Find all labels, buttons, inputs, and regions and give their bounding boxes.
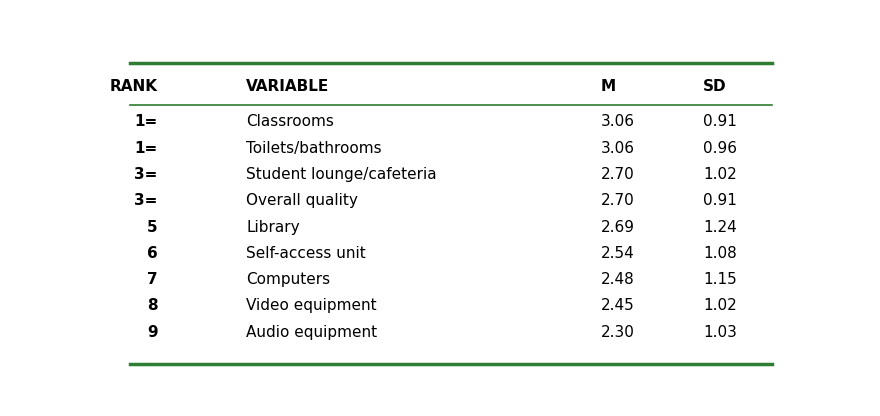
Text: 7: 7 (147, 272, 158, 287)
Text: 1=: 1= (135, 114, 158, 129)
Text: M: M (601, 79, 616, 94)
Text: 5: 5 (147, 220, 158, 235)
Text: 1.08: 1.08 (703, 246, 737, 261)
Text: Self-access unit: Self-access unit (246, 246, 366, 261)
Text: 2.70: 2.70 (601, 167, 634, 182)
Text: 2.70: 2.70 (601, 193, 634, 208)
Text: 3.06: 3.06 (601, 114, 635, 129)
Text: Video equipment: Video equipment (246, 298, 377, 313)
Text: SD: SD (703, 79, 727, 94)
Text: 1.03: 1.03 (703, 324, 737, 339)
Text: 0.91: 0.91 (703, 114, 737, 129)
Text: 6: 6 (147, 246, 158, 261)
Text: Overall quality: Overall quality (246, 193, 358, 208)
Text: 2.30: 2.30 (601, 324, 634, 339)
Text: 8: 8 (147, 298, 158, 313)
Text: Student lounge/cafeteria: Student lounge/cafeteria (246, 167, 437, 182)
Text: 1.15: 1.15 (703, 272, 737, 287)
Text: 3.06: 3.06 (601, 141, 635, 156)
Text: Library: Library (246, 220, 300, 235)
Text: 3=: 3= (135, 167, 158, 182)
Text: 2.45: 2.45 (601, 298, 634, 313)
Text: 1.24: 1.24 (703, 220, 737, 235)
Text: 0.91: 0.91 (703, 193, 737, 208)
Text: Classrooms: Classrooms (246, 114, 334, 129)
Text: Computers: Computers (246, 272, 331, 287)
Text: VARIABLE: VARIABLE (246, 79, 330, 94)
Text: 2.69: 2.69 (601, 220, 635, 235)
Text: 1.02: 1.02 (703, 298, 737, 313)
Text: Audio equipment: Audio equipment (246, 324, 378, 339)
Text: 1.02: 1.02 (703, 167, 737, 182)
Text: 3=: 3= (135, 193, 158, 208)
Text: RANK: RANK (110, 79, 158, 94)
Text: Toilets/bathrooms: Toilets/bathrooms (246, 141, 382, 156)
Text: 9: 9 (147, 324, 158, 339)
Text: 2.48: 2.48 (601, 272, 634, 287)
Text: 2.54: 2.54 (601, 246, 634, 261)
Text: 0.96: 0.96 (703, 141, 737, 156)
Text: 1=: 1= (135, 141, 158, 156)
